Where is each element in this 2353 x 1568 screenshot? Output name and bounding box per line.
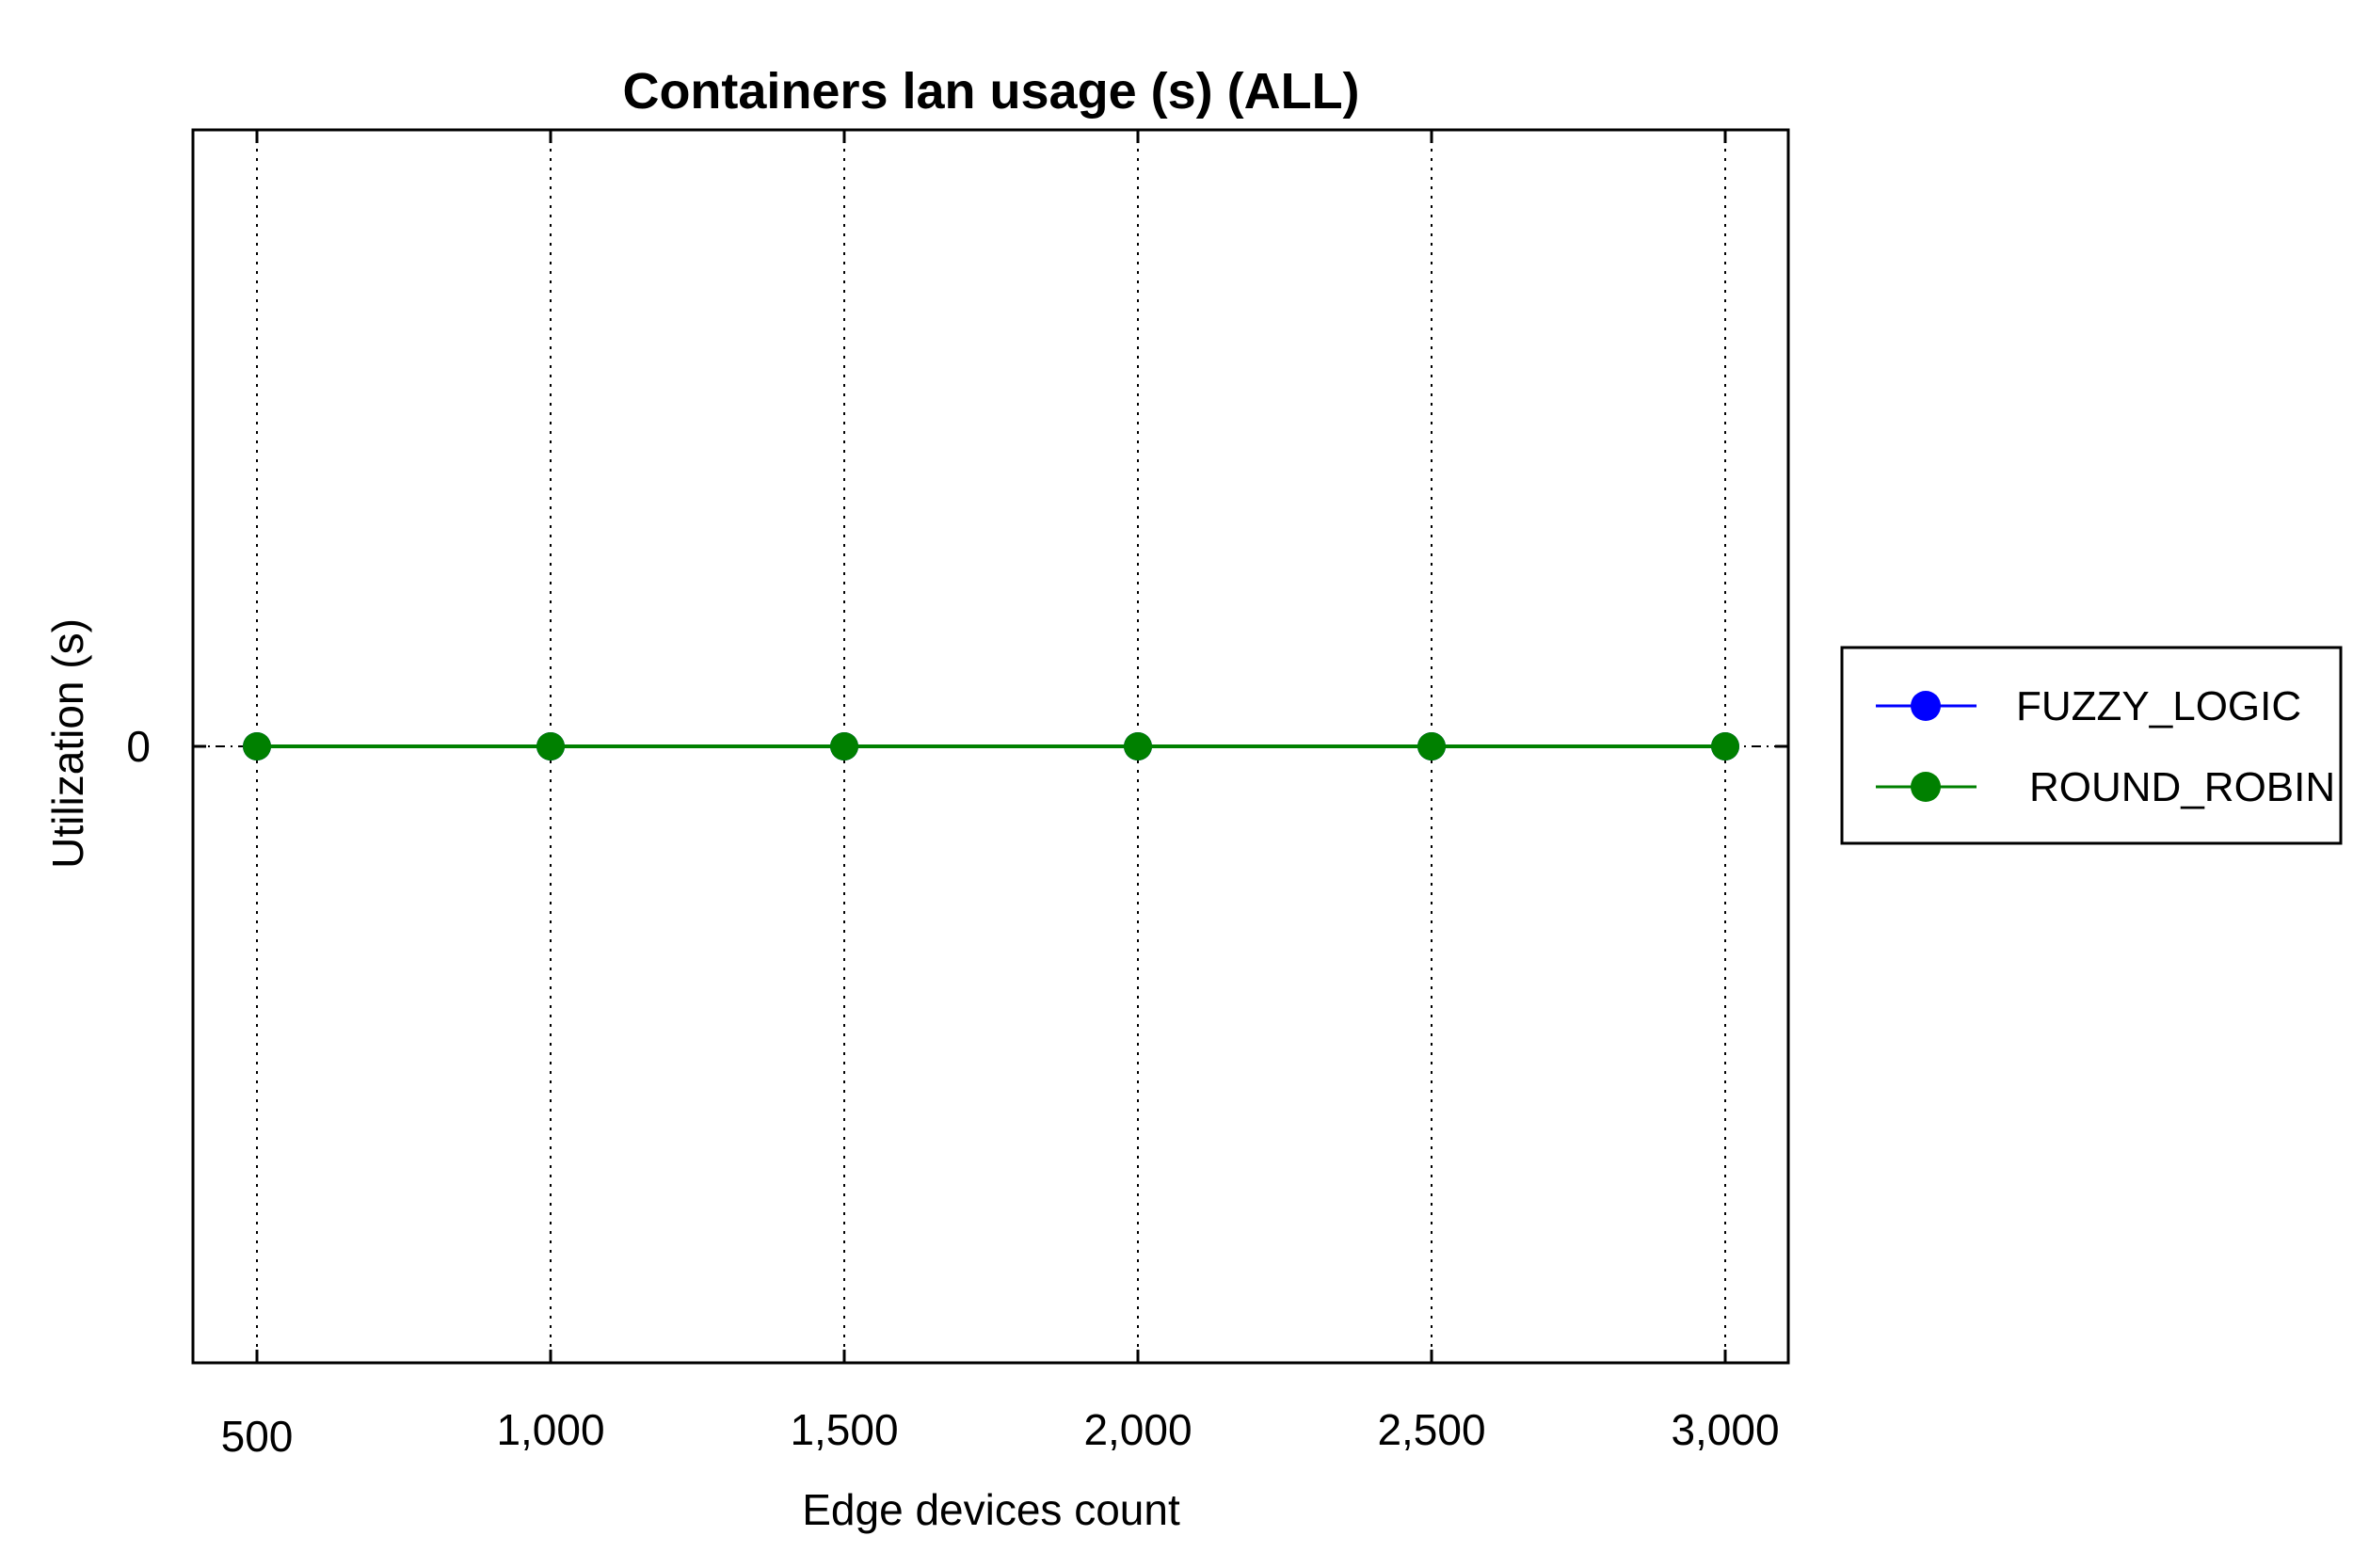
data-point <box>1417 732 1446 760</box>
data-point <box>1124 732 1152 760</box>
data-point <box>536 732 565 760</box>
legend-box <box>1840 646 2343 845</box>
y-tick-label: 0 <box>126 722 151 771</box>
legend-label: ROUND_ROBIN <box>2029 764 2335 810</box>
legend: FUZZY_LOGIC ROUND_ROBIN <box>1840 646 2343 845</box>
legend-marker <box>1911 772 1941 802</box>
axis-ticks: 500 1,000 1,500 2,000 2,500 3,000 0 <box>126 130 1788 1461</box>
x-tick-label: 3,000 <box>1671 1405 1779 1454</box>
legend-label: FUZZY_LOGIC <box>2016 683 2301 729</box>
chart-title: Containers lan usage (s) (ALL) <box>622 63 1359 120</box>
x-tick-label: 1,500 <box>790 1405 898 1454</box>
legend-marker <box>1911 691 1941 721</box>
x-tick-label: 2,500 <box>1377 1405 1485 1454</box>
data-point <box>1711 732 1739 760</box>
series-group <box>243 732 1739 760</box>
y-axis-label: Utilization (s) <box>43 618 92 869</box>
x-tick-label: 1,000 <box>496 1405 604 1454</box>
data-point <box>243 732 271 760</box>
data-point <box>830 732 858 760</box>
x-tick-label: 2,000 <box>1083 1405 1192 1454</box>
x-axis-label: Edge devices count <box>802 1485 1180 1534</box>
x-tick-label: 500 <box>221 1412 294 1461</box>
